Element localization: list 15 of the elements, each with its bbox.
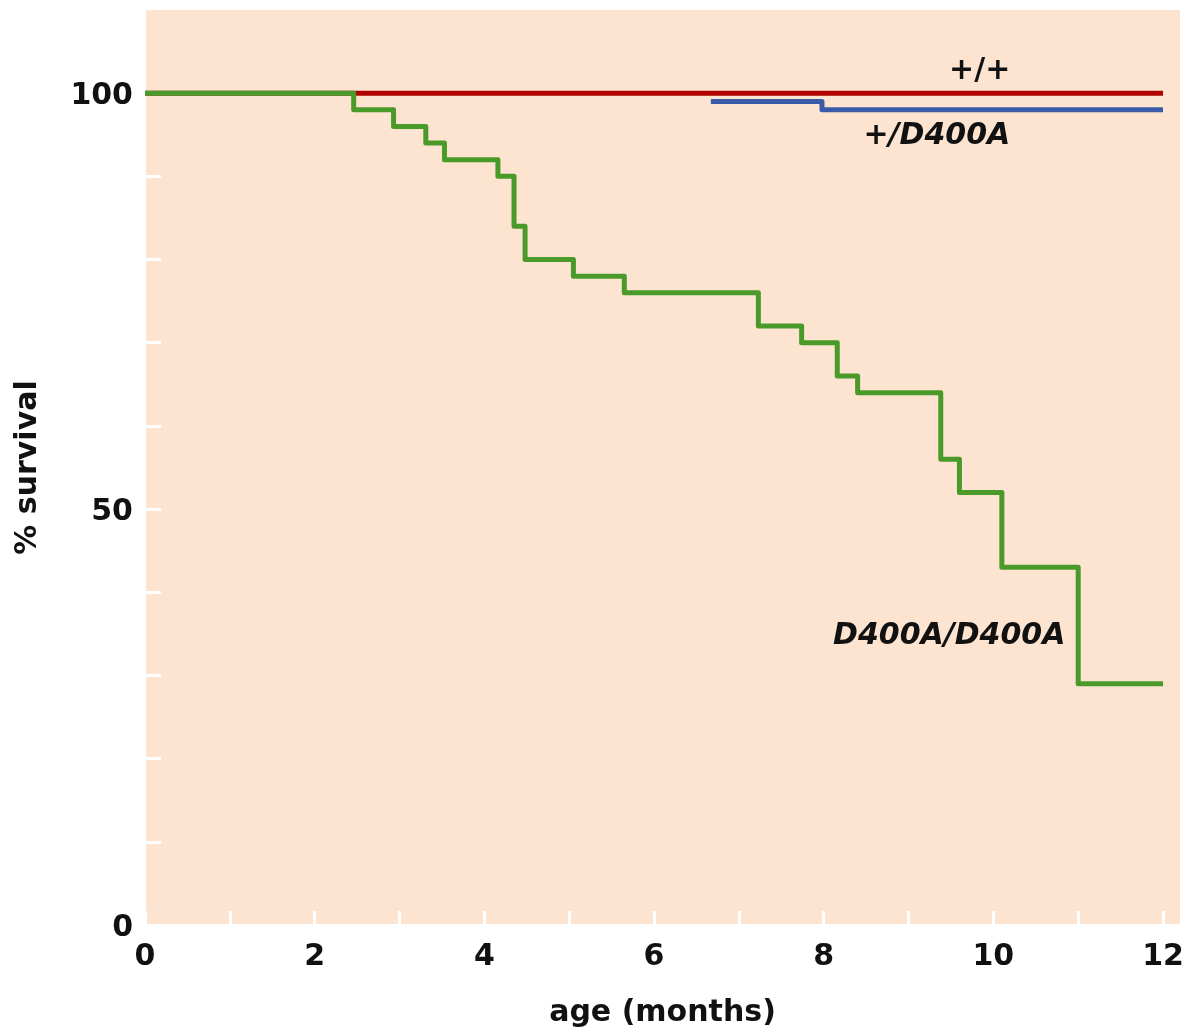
x-tick-label: 4: [473, 936, 495, 972]
x-tick-label: 0: [134, 936, 156, 972]
x-tick-label: 8: [813, 936, 835, 972]
series-label: D400A/D400A: [833, 616, 1066, 652]
series-label: +/D400A: [863, 115, 1011, 151]
x-tick-label: 2: [304, 936, 326, 972]
y-tick-label: 50: [91, 491, 133, 527]
y-axis-title: % survival: [7, 380, 43, 555]
x-tick-label: 10: [972, 936, 1015, 972]
y-tick-label: 100: [70, 75, 133, 111]
x-tick-label: 12: [1142, 936, 1184, 972]
x-axis-title: age (months): [549, 992, 776, 1028]
x-tick-label: 6: [643, 936, 665, 972]
series-label: +/+: [949, 50, 1011, 86]
y-tick-label: 0: [112, 907, 133, 943]
